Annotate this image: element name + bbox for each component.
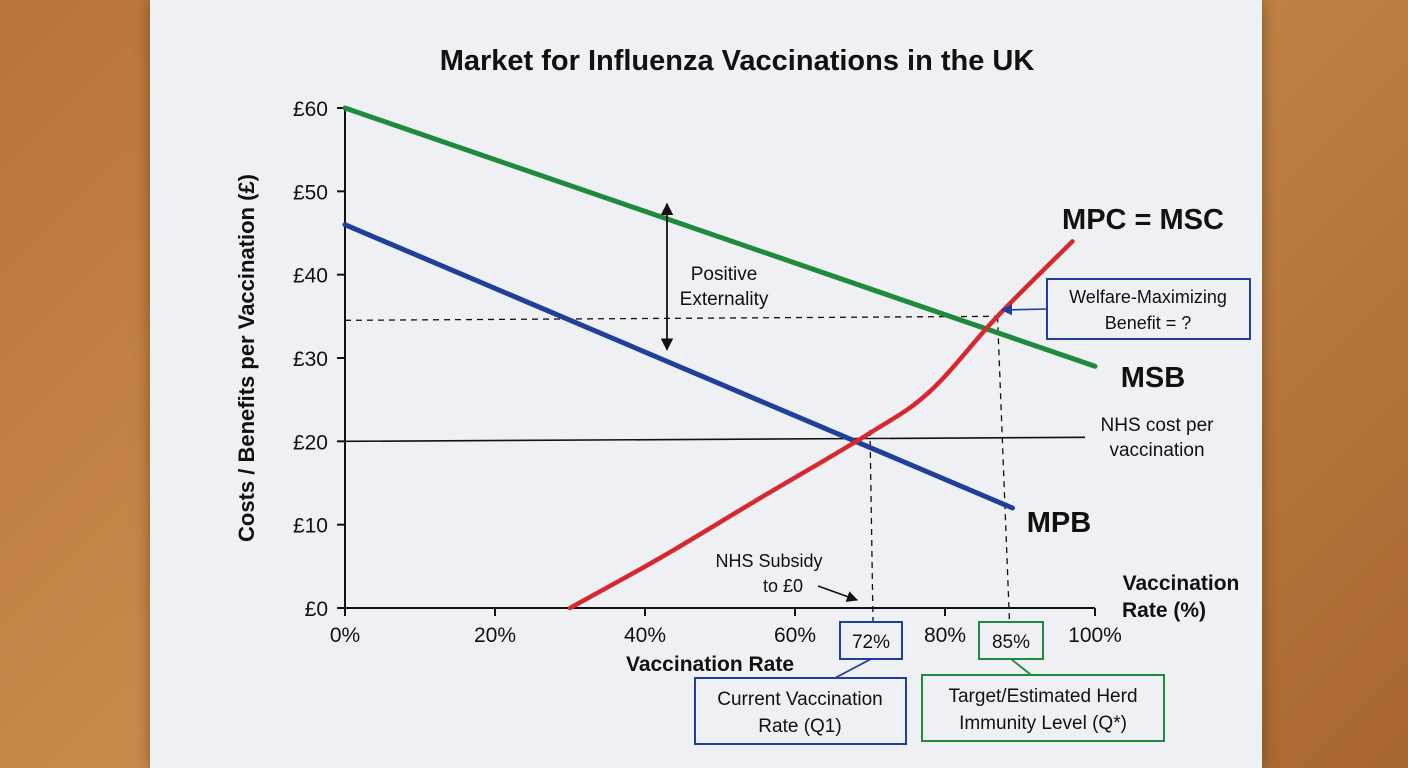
mpb-label: MPB [1027,507,1091,539]
nhs-cost-line [344,436,1086,443]
mpc-msc-curve [567,239,1075,611]
externality-label-line2: Externality [680,289,769,310]
msb-curve [342,105,1098,369]
x-tick-label: 80% [924,624,966,647]
welfare-dashed-hline [344,315,998,321]
externality-label-line1: Positive [691,264,758,285]
chart-title: Market for Influenza Vaccinations in the… [440,45,1035,77]
welfare-label-line1: Welfare-Maximizing [1069,287,1227,307]
y-tick-label: £0 [305,598,328,621]
y-tick-label: £40 [293,265,328,288]
qstar-value: 85% [992,632,1030,653]
qstar-dashed-vline [996,316,1011,623]
nhs-cost-label-line1: NHS cost per [1101,415,1215,436]
q1-box [694,677,907,745]
y-tick-label: £30 [293,348,328,371]
y-ticks: £0 £10 £20 £30 £40 £50 £60 [293,98,345,621]
y-tick-label: £10 [293,515,328,538]
x-ticks: 0% 20% 40% 60% 80% 100% [330,608,1122,647]
q1-value-box [839,621,903,660]
subsidy-label-line2: to £0 [763,576,803,596]
y-tick-label: £60 [293,98,328,121]
welfare-box [1046,278,1251,340]
x-axis-label: Vaccination Rate [626,653,794,676]
x-tick-label: 20% [474,624,516,647]
qstar-value-box [978,621,1044,660]
y-tick-label: £20 [293,431,328,454]
msb-label: MSB [1121,362,1185,394]
qstar-label-line1: Target/Estimated Herd [948,686,1137,707]
q1-value: 72% [852,632,890,653]
q1-connector [834,658,872,679]
welfare-pointer-arrow [1000,304,1048,316]
qstar-box [921,674,1165,742]
x-axis-label-right-line2: Rate (%) [1122,599,1206,622]
y-axis-label: Costs / Benefits per Vaccination (£) [234,174,259,542]
qstar-label-line2: Immunity Level (Q*) [959,713,1127,734]
x-tick-label: 100% [1068,624,1122,647]
q1-label-line1: Current Vaccination [717,689,882,710]
subsidy-arrow [817,585,859,602]
welfare-label-line2: Benefit = ? [1105,313,1192,333]
x-tick-label: 0% [330,624,360,647]
x-axis-label-right-line1: Vaccination [1123,572,1240,595]
nhs-cost-label-line2: vaccination [1109,440,1204,461]
y-tick-label: £50 [293,181,328,204]
x-tick-label: 40% [624,624,666,647]
paper-sheet [150,0,1262,768]
q1-dashed-vline [869,429,874,623]
mpc-msc-label: MPC = MSC [1062,204,1224,236]
subsidy-label-line1: NHS Subsidy [715,551,822,571]
x-tick-label: 60% [774,624,816,647]
q1-label-line2: Rate (Q1) [758,716,841,737]
mpb-curve [342,222,1015,511]
